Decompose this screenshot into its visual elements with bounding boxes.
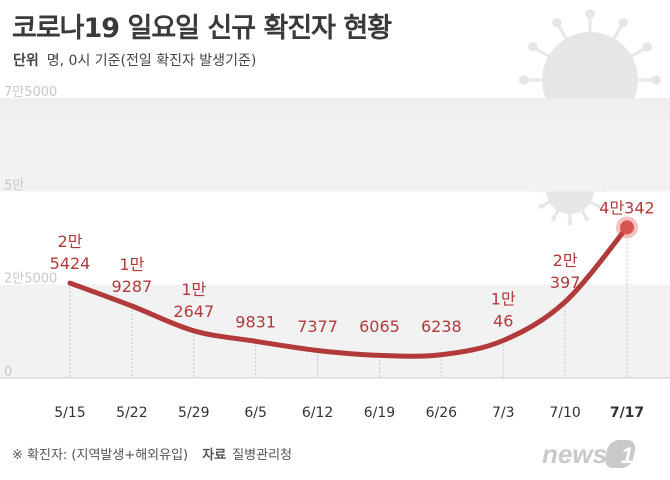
x-tick-label: 6/12 <box>302 405 333 421</box>
unit-text: 명, 0시 기준(전일 확진자 발생기준) <box>46 53 257 69</box>
x-axis-ticks: 5/15 5/22 5/29 6/5 6/12 6/19 6/26 7/3 7/10 7/17 <box>54 405 644 421</box>
data-label: 1만 <box>119 255 144 274</box>
y-tick-label: 0 <box>4 365 12 380</box>
data-label: 2만 <box>58 232 83 251</box>
y-tick-label: 7만5000 <box>4 85 57 100</box>
data-points <box>616 216 638 239</box>
footer-note: ※ 확진자: (지역발생+해외유입) <box>12 448 189 463</box>
drop-lines <box>69 227 628 378</box>
x-tick-label: 5/29 <box>178 405 209 421</box>
svg-text:1: 1 <box>621 443 633 468</box>
data-label: 1만 <box>181 280 206 299</box>
source-name: 질병관리청 <box>232 448 293 463</box>
grid-band <box>0 98 670 118</box>
x-tick-label: 7/3 <box>492 405 515 421</box>
series-line <box>67 224 630 359</box>
x-tick-label: 7/17 <box>610 405 644 421</box>
y-tick-label: 2만5000 <box>4 272 57 287</box>
data-point <box>620 220 634 235</box>
x-tick-label: 7/10 <box>549 405 580 421</box>
data-label: 5424 <box>50 254 91 273</box>
footer: ※ 확진자: (지역발생+해외유입) 자료 질병관리청 <box>12 444 292 463</box>
chart-title: 코로나19 일요일 신규 확진자 현황 <box>12 13 392 44</box>
data-label: 6065 <box>359 317 400 336</box>
grid-bands <box>0 98 670 379</box>
unit-note: 단위 명, 0시 기준(전일 확진자 발생기준) <box>13 50 256 70</box>
data-label: 2만 <box>553 251 578 270</box>
data-label: 6238 <box>421 317 462 336</box>
data-label: 7377 <box>297 317 338 336</box>
x-tick-label: 6/26 <box>426 405 458 421</box>
data-label: 46 <box>493 311 513 330</box>
source-label: 자료 <box>202 448 227 463</box>
x-tick-label: 5/15 <box>54 405 85 421</box>
x-tick-label: 6/19 <box>364 405 395 421</box>
line-chart: 0 2만5000 5만 7만5000 2만 5424 1만 9287 1만 2647 9831 73… <box>0 8 670 421</box>
data-label: 2647 <box>173 302 214 321</box>
data-label: 9287 <box>112 277 153 296</box>
data-labels: 2만 5424 1만 9287 1만 2647 9831 7377 6065 6238 1만 46 2만… <box>50 198 655 336</box>
x-tick-label: 6/5 <box>244 405 267 421</box>
y-tick-label: 5만 <box>4 178 24 193</box>
svg-text:news: news <box>542 439 607 469</box>
unit-label: 단위 <box>13 53 39 69</box>
data-label: 1만 <box>491 289 516 308</box>
data-label: 4만342 <box>599 198 654 217</box>
news1-logo: news 1 <box>542 439 636 469</box>
data-label: 9831 <box>235 312 276 331</box>
x-tick-label: 5/22 <box>116 405 147 421</box>
y-axis-ticks: 0 2만5000 5만 7만5000 <box>4 85 57 380</box>
data-label: 397 <box>550 273 581 292</box>
